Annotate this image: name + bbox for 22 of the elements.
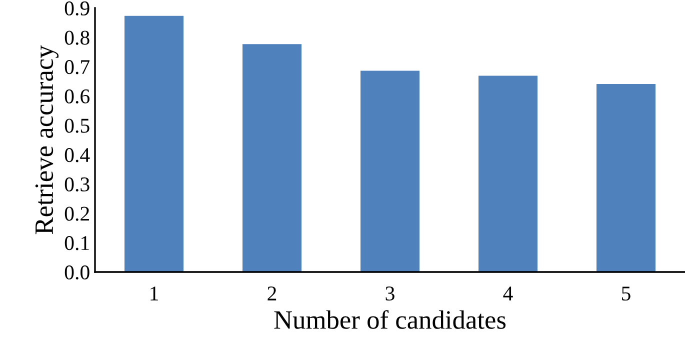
x-tick-label: 2	[268, 286, 276, 300]
y-tick-label: 0.0	[64, 265, 90, 280]
y-tick-label: 0.7	[64, 60, 90, 74]
y-tick-label: 0.4	[64, 148, 90, 162]
y-tick-label: 0.1	[64, 236, 89, 250]
x-tick-label: 1	[150, 286, 158, 300]
bar	[596, 84, 656, 272]
y-tick-label: 0.8	[64, 30, 90, 45]
bar	[124, 16, 184, 272]
y-tick-label: 0.6	[64, 89, 90, 104]
x-tick-label: 4	[503, 286, 513, 300]
y-tick-label: 0.9	[64, 1, 90, 16]
bar	[242, 44, 302, 272]
y-tick-label: 0.3	[64, 177, 90, 192]
bar	[478, 76, 538, 272]
y-tick-label: 0.5	[64, 118, 90, 133]
y-tick-label: 0.2	[64, 206, 89, 221]
x-tick-label: 5	[622, 286, 630, 301]
bar	[360, 70, 420, 272]
x-axis-title: Number of candidates	[274, 310, 506, 329]
y-axis-title: Retrieve accuracy	[35, 45, 59, 234]
x-tick-label: 3	[386, 286, 394, 301]
